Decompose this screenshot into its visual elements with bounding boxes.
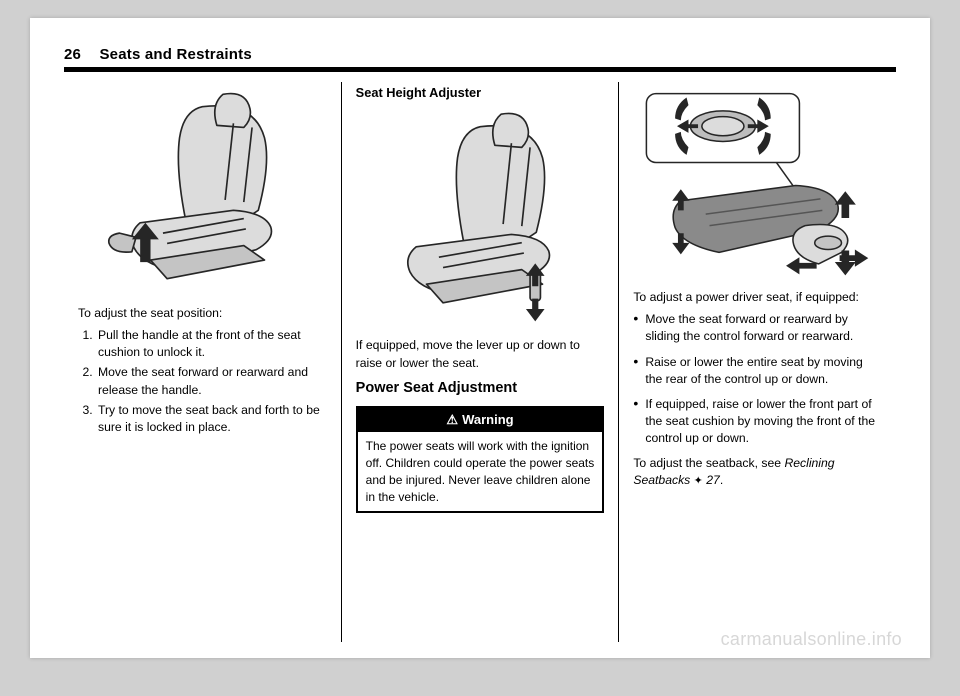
col3-outro: To adjust the seatback, see Reclining Se…	[633, 455, 882, 489]
col1-intro: To adjust the seat position:	[78, 305, 327, 322]
step-2: Move the seat forward or rearward and re…	[96, 364, 327, 398]
content-columns: To adjust the seat position: Pull the ha…	[64, 82, 896, 642]
section-title: Seats and Restraints	[99, 46, 251, 63]
xref-page: 27	[706, 473, 720, 487]
seat-height-heading: Seat Height Adjuster	[356, 84, 605, 102]
column-1: To adjust the seat position: Pull the ha…	[64, 82, 341, 642]
col3-intro: To adjust a power driver seat, if equipp…	[633, 289, 882, 306]
bullet-2: Raise or lower the entire seat by moving…	[633, 354, 882, 388]
col3-bullets: Move the seat forward or rearward by sli…	[633, 311, 882, 447]
page-number: 26	[64, 46, 81, 63]
outro-post: .	[720, 473, 723, 487]
xref-link-icon: ✦	[694, 475, 703, 487]
power-seat-heading: Power Seat Adjustment	[356, 378, 605, 398]
col2-desc: If equipped, move the lever up or down t…	[356, 337, 605, 371]
power-seat-figure	[633, 86, 882, 277]
manual-page: 26 Seats and Restraints	[30, 18, 930, 658]
warning-triangle-icon: ⚠	[446, 412, 458, 427]
warning-label: Warning	[462, 412, 514, 427]
warning-box: ⚠ Warning The power seats will work with …	[356, 406, 605, 513]
page-header: 26 Seats and Restraints	[64, 46, 896, 63]
step-3: Try to move the seat back and forth to b…	[96, 402, 327, 436]
bullet-1: Move the seat forward or rearward by sli…	[633, 311, 882, 345]
column-3: To adjust a power driver seat, if equipp…	[618, 82, 896, 642]
outro-pre: To adjust the seatback, see	[633, 456, 784, 470]
step-1: Pull the handle at the front of the seat…	[96, 327, 327, 361]
seat-height-figure	[356, 108, 605, 326]
column-2: Seat Height Adjuster	[341, 82, 619, 642]
seat-position-figure	[78, 86, 327, 293]
col1-steps: Pull the handle at the front of the seat…	[96, 327, 327, 435]
warning-body: The power seats will work with the ignit…	[358, 432, 603, 511]
warning-header: ⚠ Warning	[358, 408, 603, 432]
header-rule: 26 Seats and Restraints	[64, 46, 896, 72]
bullet-3: If equipped, raise or lower the front pa…	[633, 396, 882, 447]
